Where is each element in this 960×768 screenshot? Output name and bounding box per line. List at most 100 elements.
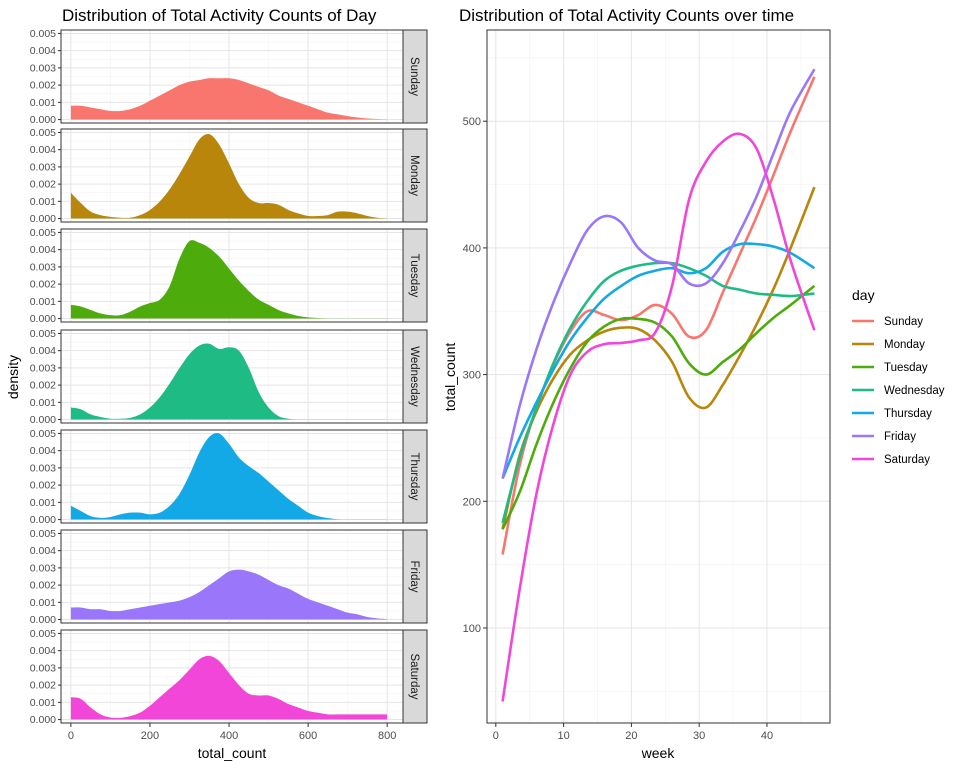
y-tick-label: 0.001: [30, 497, 56, 509]
legend-label: Thursday: [884, 408, 932, 420]
x-tick-label: 200: [141, 730, 159, 742]
facet-strip: [402, 629, 428, 724]
y-tick-label: 0.000: [30, 114, 56, 126]
y-tick-label: 0.004: [30, 645, 56, 657]
y-tick-label: 0.000: [30, 614, 56, 626]
facet-strip: [402, 128, 428, 223]
x-tick-label: 400: [220, 730, 238, 742]
y-tick-label: 0.003: [30, 62, 56, 74]
facet-strip: [402, 29, 428, 124]
legend-item-monday: Monday: [852, 339, 925, 351]
y-tick-label: 0.002: [30, 80, 56, 92]
y-tick-label: 0.005: [30, 227, 56, 239]
facet-panel-wednesday: 0.000 0.001 0.002 0.003 0.004 0.005 Wednesday: [30, 328, 428, 426]
y-tick-label: 0.004: [30, 144, 56, 156]
left-y-axis-title: density: [5, 355, 21, 399]
facet-strip-label: Saturday: [408, 653, 420, 699]
facet-panel-monday: 0.000 0.001 0.002 0.003 0.004 0.005 Monday: [30, 127, 428, 225]
x-tick-label: 0: [493, 730, 499, 742]
y-tick-label: 300: [463, 370, 481, 382]
facet-strip-label: Thursday: [408, 453, 420, 501]
y-tick-label: 0.005: [30, 28, 56, 40]
y-tick-label: 0.000: [30, 213, 56, 225]
y-tick-label: 0.003: [30, 161, 56, 173]
left-x-axis: 0 200 400 600 800: [68, 723, 396, 742]
panel-border: [486, 29, 831, 724]
legend-item-wednesday: Wednesday: [852, 385, 945, 397]
facet-strip: [402, 529, 428, 624]
y-tick-label: 0.000: [30, 313, 56, 325]
y-tick-label: 0.005: [30, 628, 56, 640]
facet-strip: [402, 329, 428, 424]
y-tick-label: 0.001: [30, 97, 56, 109]
panel-background: [487, 30, 830, 723]
density-area-thursday: [70, 433, 388, 520]
y-tick-label: 0.001: [30, 597, 56, 609]
y-tick-label: 0.004: [30, 545, 56, 557]
y-tick-label: 0.004: [30, 445, 56, 457]
y-tick-label: 0.001: [30, 397, 56, 409]
x-tick-label: 800: [378, 730, 396, 742]
facet-strip-label: Wednesday: [408, 346, 420, 407]
facet-strip-label: Tuesday: [408, 254, 420, 298]
legend-label: Monday: [884, 339, 925, 351]
x-tick-label: 40: [761, 730, 773, 742]
y-tick-label: 0.001: [30, 296, 56, 308]
legend-label: Wednesday: [884, 385, 945, 397]
facet-panel-thursday: 0.000 0.001 0.002 0.003 0.004 0.005 Thursday: [30, 428, 428, 526]
series-line-monday: [501, 186, 816, 530]
y-tick-label: 0.003: [30, 362, 56, 374]
legend-item-friday: Friday: [852, 431, 916, 443]
facet-strip-label: Monday: [408, 155, 420, 196]
y-tick-label: 100: [463, 623, 481, 635]
y-tick-label: 0.003: [30, 261, 56, 273]
y-tick-label: 0.000: [30, 414, 56, 426]
y-tick-label: 0.003: [30, 662, 56, 674]
y-tick-label: 0.001: [30, 196, 56, 208]
y-tick-label: 0.002: [30, 279, 56, 291]
y-tick-label: 0.002: [30, 480, 56, 492]
right-y-axis-title: total_count: [442, 343, 458, 412]
y-tick-label: 0.003: [30, 562, 56, 574]
x-tick-label: 600: [299, 730, 317, 742]
series-line-saturday: [501, 132, 816, 702]
left-facet-panels: 0.0000.0010.0020.0030.0040.005Sunday0.00…: [30, 28, 428, 726]
facet-strip: [402, 228, 428, 323]
density-area-saturday: [70, 655, 388, 720]
series-line-friday: [501, 68, 816, 479]
density-area-wednesday: [70, 343, 388, 420]
y-tick-label: 0.005: [30, 328, 56, 340]
x-tick-label: 20: [625, 730, 637, 742]
legend-label: Tuesday: [884, 362, 928, 374]
legend-label: Sunday: [884, 316, 923, 328]
x-tick-label: 10: [557, 730, 569, 742]
facet-panel-tuesday: 0.000 0.001 0.002 0.003 0.004 0.005 Tuesday: [30, 227, 428, 325]
series-line-thursday: [501, 242, 816, 479]
legend-label: Friday: [884, 431, 916, 443]
x-tick-label: 30: [693, 730, 705, 742]
y-tick-label: 0.005: [30, 528, 56, 540]
y-tick-label: 0.004: [30, 345, 56, 357]
legend-item-tuesday: Tuesday: [852, 362, 928, 374]
y-tick-label: 0.005: [30, 127, 56, 139]
y-tick-label: 0.004: [30, 45, 56, 57]
y-tick-label: 0.004: [30, 244, 56, 256]
y-tick-label: 0.002: [30, 680, 56, 692]
y-tick-label: 0.002: [30, 179, 56, 191]
y-tick-label: 500: [463, 116, 481, 128]
facet-strip: [402, 429, 428, 524]
facet-panel-sunday: 0.000 0.001 0.002 0.003 0.004 0.005 Sunday: [30, 28, 428, 126]
right-line-panel: 0 10 20 30 40 100 200 300 400 500: [463, 29, 831, 742]
y-tick-label: 400: [463, 243, 481, 255]
facet-strip-label: Sunday: [408, 57, 420, 96]
left-x-axis-title: total_count: [198, 745, 267, 761]
legend: day Sunday Monday Tuesday Wednesday Thursday…: [852, 287, 945, 466]
y-tick-label: 0.000: [30, 514, 56, 526]
density-area-tuesday: [70, 240, 388, 319]
density-area-monday: [70, 133, 388, 219]
y-tick-label: 0.000: [30, 714, 56, 726]
legend-item-sunday: Sunday: [852, 316, 923, 328]
y-tick-label: 0.005: [30, 428, 56, 440]
